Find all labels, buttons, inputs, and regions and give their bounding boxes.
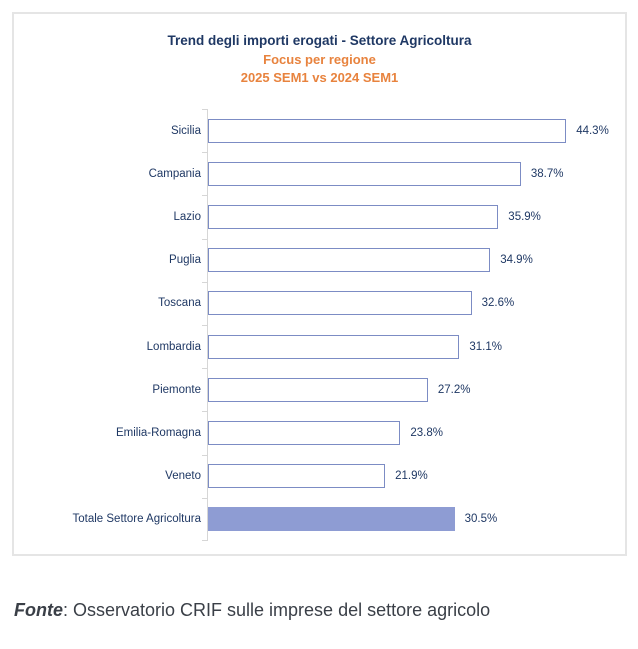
category-row: Lazio 35.9% <box>174 195 625 238</box>
category-row: Veneto 21.9% <box>165 454 625 498</box>
value-label: 34.9% <box>500 254 533 267</box>
chart-period: 2025 SEM1 vs 2024 SEM1 <box>240 70 399 85</box>
category-label: Sicilia <box>170 124 201 137</box>
category-row: Lombardia 31.1% <box>147 324 625 368</box>
source-label: Fonte <box>14 600 63 620</box>
value-label: 21.9% <box>395 470 428 483</box>
bar <box>208 334 460 359</box>
category-label: Veneto <box>165 470 201 483</box>
value-label: 35.9% <box>508 210 541 223</box>
bar <box>208 248 491 273</box>
category-row: Puglia 34.9% <box>169 238 625 282</box>
bar-rows: Sicilia 44.3% Campania 38.7% Lazio 35.9%… <box>73 109 625 542</box>
value-label: 31.1% <box>469 340 502 353</box>
bar <box>208 118 567 143</box>
category-label: Campania <box>148 167 201 180</box>
category-row: Sicilia 44.3% <box>171 109 625 152</box>
value-label: 23.8% <box>410 426 443 439</box>
category-label: Emilia-Romagna <box>115 426 201 439</box>
value-label: 38.7% <box>530 167 564 180</box>
category-row: Piemonte 27.2% <box>152 368 625 411</box>
value-label: 32.6% <box>481 297 515 310</box>
value-label: 44.3% <box>576 124 609 137</box>
bar <box>208 291 472 316</box>
bar <box>208 161 521 186</box>
source-note: Fonte: Osservatorio CRIF sulle imprese d… <box>14 600 490 621</box>
category-label: Puglia <box>169 254 201 267</box>
bar <box>208 204 499 229</box>
chart-card: Trend degli importi erogati - Settore Ag… <box>12 12 627 556</box>
source-text: : Osservatorio CRIF sulle imprese del se… <box>63 600 491 620</box>
category-row: Toscana 32.6% <box>158 281 625 325</box>
chart-title: Trend degli importi erogati - Settore Ag… <box>167 33 472 48</box>
bar <box>208 464 386 489</box>
category-label: Piemonte <box>152 383 201 396</box>
category-row: Totale Settore Agricoltura 30.5% <box>73 497 625 542</box>
plot-area: Sicilia 44.3% Campania 38.7% Lazio 35.9%… <box>14 109 625 542</box>
category-label: Lazio <box>173 210 202 223</box>
value-label: 30.5% <box>464 513 498 526</box>
chart-subtitle: Focus per regione <box>263 52 376 67</box>
category-label: Totale Settore Agricoltura <box>72 513 202 526</box>
bar <box>208 420 401 445</box>
category-row: Campania 38.7% <box>149 152 625 195</box>
category-label: Toscana <box>158 297 201 310</box>
bar <box>208 507 455 532</box>
category-row: Emilia-Romagna 23.8% <box>116 411 625 454</box>
value-label: 27.2% <box>437 383 471 396</box>
category-label: Lombardia <box>146 340 201 353</box>
bar <box>208 377 428 402</box>
